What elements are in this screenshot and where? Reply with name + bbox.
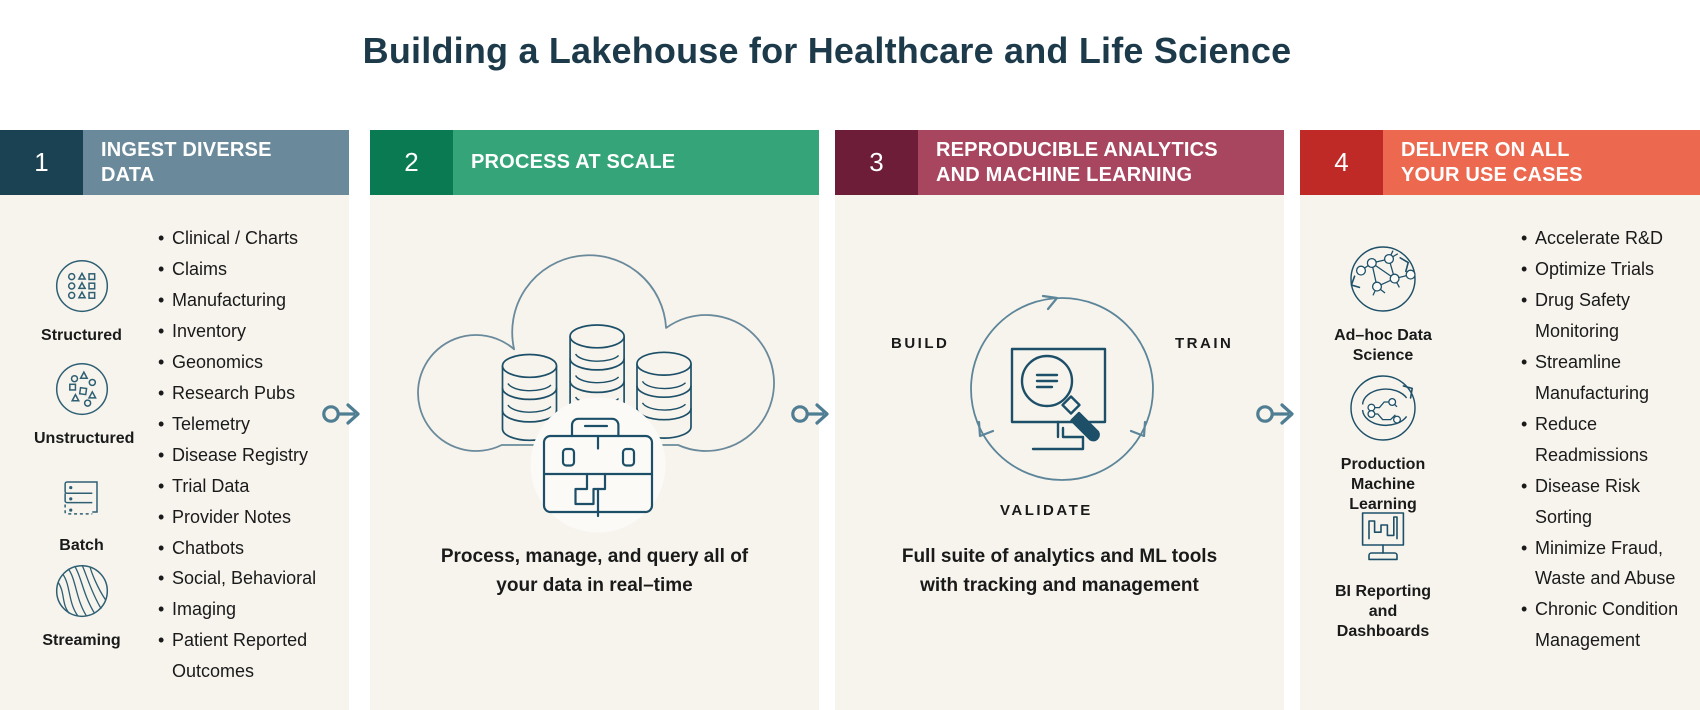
svg-text:BUILD: BUILD bbox=[891, 335, 949, 352]
svg-text:VALIDATE: VALIDATE bbox=[1000, 502, 1093, 515]
svg-text:TRAIN: TRAIN bbox=[1175, 335, 1233, 352]
